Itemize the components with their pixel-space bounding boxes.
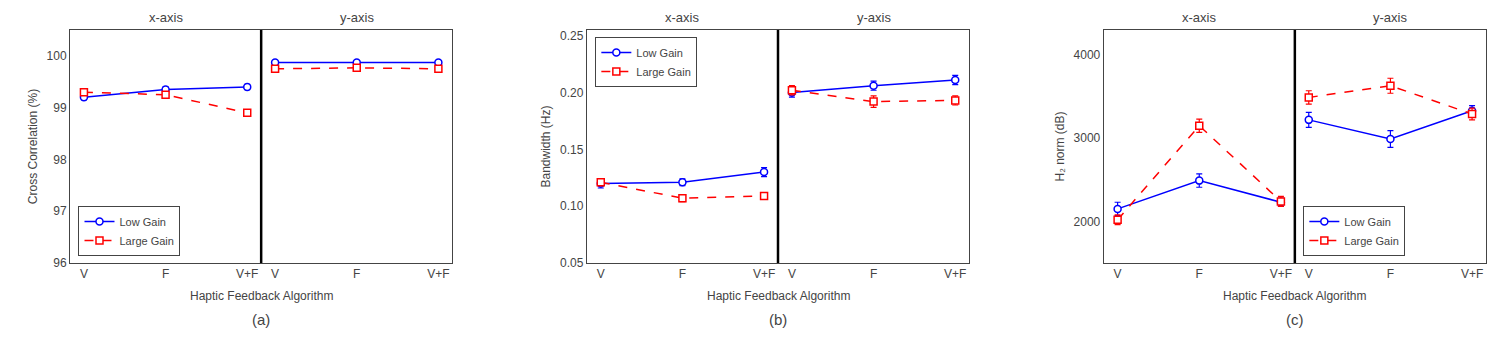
svg-text:V: V bbox=[1114, 267, 1122, 281]
svg-text:0.15: 0.15 bbox=[560, 143, 584, 157]
svg-text:0.05: 0.05 bbox=[560, 256, 584, 270]
svg-text:y-axis: y-axis bbox=[857, 10, 891, 25]
svg-text:V+F: V+F bbox=[944, 267, 966, 281]
svg-text:H₂ norm (dB): H₂ norm (dB) bbox=[1053, 111, 1067, 181]
svg-text:V: V bbox=[271, 267, 279, 281]
svg-text:x-axis: x-axis bbox=[1182, 10, 1216, 25]
svg-text:V+F: V+F bbox=[1461, 267, 1483, 281]
svg-text:Large Gain: Large Gain bbox=[119, 235, 173, 247]
svg-text:x-axis: x-axis bbox=[149, 10, 183, 25]
svg-text:99: 99 bbox=[53, 101, 67, 115]
svg-text:96: 96 bbox=[53, 256, 67, 270]
svg-text:3000: 3000 bbox=[1074, 131, 1101, 145]
svg-text:F: F bbox=[353, 267, 360, 281]
svg-text:Low Gain: Low Gain bbox=[636, 47, 682, 59]
svg-text:(a): (a) bbox=[252, 311, 270, 328]
svg-text:Haptic Feedback Algorithm: Haptic Feedback Algorithm bbox=[190, 289, 333, 303]
svg-text:V+F: V+F bbox=[1270, 267, 1292, 281]
svg-text:F: F bbox=[679, 267, 686, 281]
svg-text:Cross Correlation (%): Cross Correlation (%) bbox=[26, 89, 40, 204]
svg-text:4000: 4000 bbox=[1074, 48, 1101, 62]
svg-text:0.10: 0.10 bbox=[560, 199, 584, 213]
svg-text:97: 97 bbox=[53, 204, 67, 218]
svg-text:V+F: V+F bbox=[236, 267, 258, 281]
svg-text:V: V bbox=[1305, 267, 1313, 281]
svg-text:y-axis: y-axis bbox=[340, 10, 374, 25]
svg-text:V+F: V+F bbox=[427, 267, 449, 281]
svg-text:F: F bbox=[1196, 267, 1203, 281]
svg-text:(b): (b) bbox=[769, 311, 787, 328]
svg-text:2000: 2000 bbox=[1074, 215, 1101, 229]
svg-text:Haptic Feedback Algorithm: Haptic Feedback Algorithm bbox=[1223, 289, 1366, 303]
svg-text:100: 100 bbox=[47, 49, 67, 63]
svg-text:(c): (c) bbox=[1286, 311, 1304, 328]
svg-text:0.20: 0.20 bbox=[560, 86, 584, 100]
svg-text:x-axis: x-axis bbox=[665, 10, 699, 25]
svg-text:V+F: V+F bbox=[753, 267, 775, 281]
svg-text:Low Gain: Low Gain bbox=[1344, 216, 1390, 228]
svg-text:F: F bbox=[1387, 267, 1394, 281]
svg-text:V: V bbox=[80, 267, 88, 281]
svg-text:Large Gain: Large Gain bbox=[636, 66, 690, 78]
svg-text:Large Gain: Large Gain bbox=[1344, 235, 1398, 247]
svg-text:V: V bbox=[597, 267, 605, 281]
svg-text:Haptic Feedback Algorithm: Haptic Feedback Algorithm bbox=[707, 289, 850, 303]
svg-text:V: V bbox=[788, 267, 796, 281]
svg-text:F: F bbox=[162, 267, 169, 281]
svg-text:0.25: 0.25 bbox=[560, 29, 584, 43]
svg-text:98: 98 bbox=[53, 153, 67, 167]
svg-text:Low Gain: Low Gain bbox=[119, 216, 165, 228]
svg-text:y-axis: y-axis bbox=[1373, 10, 1407, 25]
svg-text:F: F bbox=[870, 267, 877, 281]
svg-text:Bandwidth (Hz): Bandwidth (Hz) bbox=[539, 105, 553, 187]
